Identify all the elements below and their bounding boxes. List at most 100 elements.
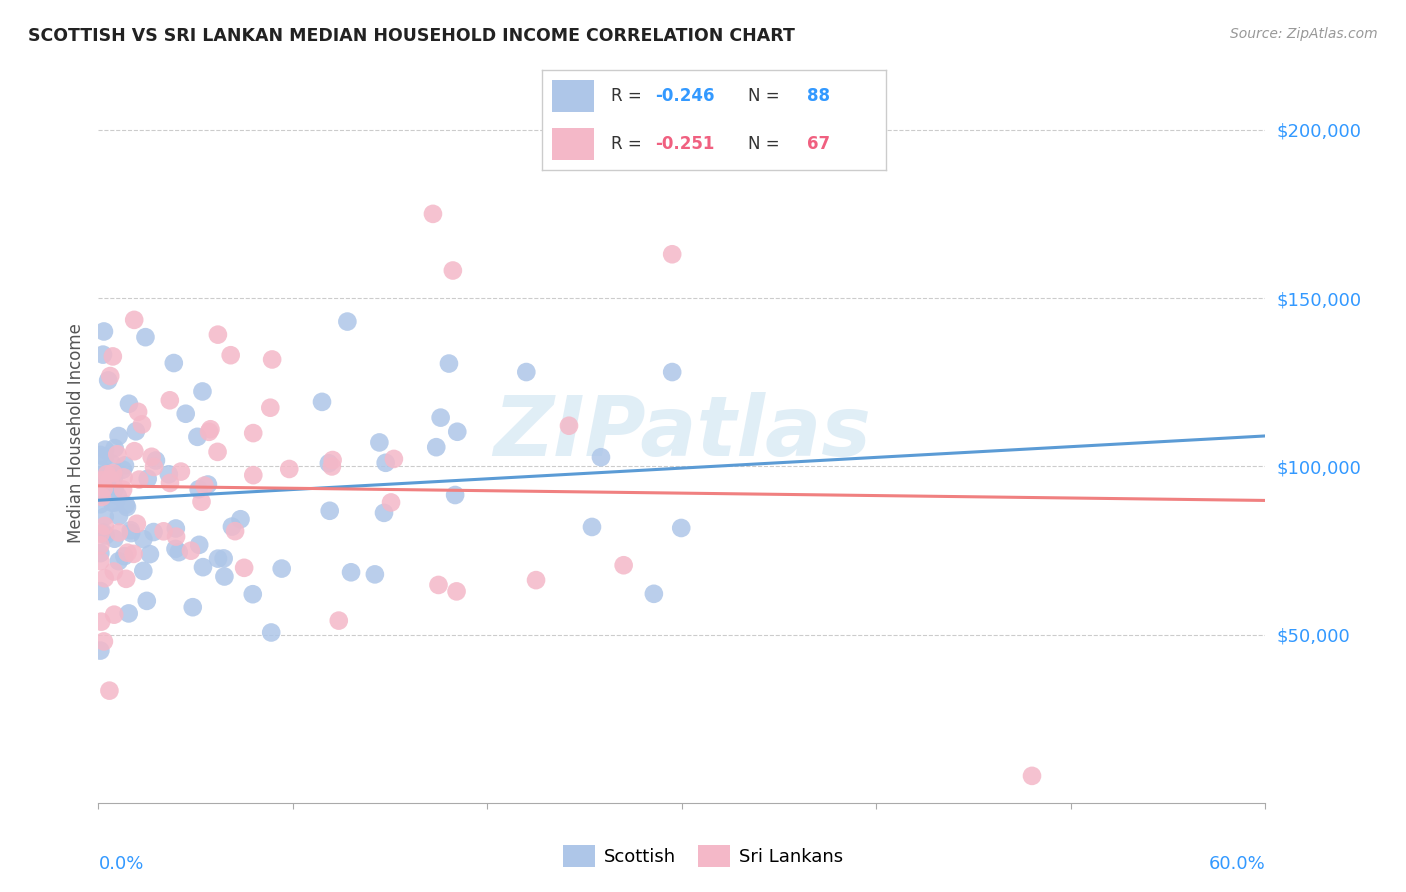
- Point: [581, 520, 603, 534]
- Point: [321, 459, 343, 474]
- Point: [336, 314, 359, 328]
- Point: [186, 430, 208, 444]
- Point: [207, 327, 229, 342]
- Point: [125, 516, 148, 531]
- Point: [233, 561, 256, 575]
- Text: ZIPatlas: ZIPatlas: [494, 392, 870, 473]
- Point: [165, 521, 187, 535]
- Point: [117, 546, 139, 560]
- Point: [373, 506, 395, 520]
- Point: [122, 313, 145, 327]
- Point: [159, 393, 181, 408]
- Point: [515, 365, 537, 379]
- Point: [259, 401, 281, 415]
- Point: [112, 549, 135, 564]
- Point: [107, 554, 129, 568]
- Point: [90, 463, 112, 477]
- Point: [242, 468, 264, 483]
- Point: [278, 462, 301, 476]
- Point: [104, 495, 127, 509]
- Point: [214, 569, 236, 583]
- Point: [93, 481, 115, 495]
- Point: [124, 444, 146, 458]
- Point: [661, 247, 683, 261]
- Point: [107, 489, 129, 503]
- Point: [89, 554, 111, 568]
- Point: [131, 417, 153, 432]
- Point: [427, 578, 450, 592]
- Point: [89, 546, 111, 560]
- Point: [152, 524, 174, 539]
- Point: [270, 561, 292, 575]
- Point: [188, 538, 211, 552]
- Point: [103, 565, 125, 579]
- Point: [103, 532, 125, 546]
- Y-axis label: Median Household Income: Median Household Income: [66, 323, 84, 542]
- Point: [120, 526, 142, 541]
- Point: [136, 472, 159, 486]
- Point: [319, 504, 342, 518]
- Point: [104, 441, 127, 455]
- Point: [120, 523, 142, 537]
- Point: [122, 547, 145, 561]
- Point: [193, 478, 215, 492]
- Point: [89, 643, 111, 657]
- Point: [89, 488, 111, 502]
- Point: [589, 450, 612, 465]
- Point: [441, 263, 464, 277]
- Point: [425, 440, 447, 454]
- Point: [181, 600, 204, 615]
- Point: [128, 473, 150, 487]
- Point: [661, 365, 683, 379]
- Point: [191, 384, 214, 399]
- Point: [125, 425, 148, 439]
- Point: [93, 634, 115, 648]
- Point: [103, 607, 125, 622]
- Legend: Scottish, Sri Lankans: Scottish, Sri Lankans: [555, 838, 851, 874]
- Point: [98, 473, 121, 487]
- Point: [190, 494, 212, 508]
- Point: [114, 458, 136, 473]
- Point: [91, 490, 114, 504]
- Point: [242, 426, 264, 441]
- Point: [100, 480, 122, 494]
- Point: [142, 524, 165, 539]
- Point: [374, 456, 396, 470]
- Point: [98, 683, 121, 698]
- Point: [311, 395, 333, 409]
- Point: [107, 429, 129, 443]
- Point: [368, 435, 391, 450]
- Point: [96, 467, 118, 482]
- Point: [446, 425, 468, 439]
- Point: [671, 521, 693, 535]
- Point: [145, 453, 167, 467]
- Point: [207, 551, 229, 566]
- Point: [127, 405, 149, 419]
- Point: [524, 573, 547, 587]
- Point: [112, 470, 135, 484]
- Point: [187, 483, 209, 497]
- Point: [118, 607, 141, 621]
- Text: 0.0%: 0.0%: [98, 855, 143, 872]
- Point: [322, 453, 344, 467]
- Point: [103, 482, 125, 496]
- Point: [89, 497, 111, 511]
- Point: [101, 496, 124, 510]
- Point: [118, 397, 141, 411]
- Point: [98, 369, 121, 384]
- Point: [197, 477, 219, 491]
- Point: [340, 566, 363, 580]
- Point: [242, 587, 264, 601]
- Point: [191, 560, 214, 574]
- Point: [167, 545, 190, 559]
- Point: [93, 325, 115, 339]
- Point: [132, 532, 155, 546]
- Point: [97, 373, 120, 387]
- Point: [135, 594, 157, 608]
- Point: [94, 442, 117, 457]
- Point: [1021, 769, 1043, 783]
- Point: [132, 564, 155, 578]
- Point: [101, 350, 124, 364]
- Point: [382, 451, 405, 466]
- Point: [229, 512, 252, 526]
